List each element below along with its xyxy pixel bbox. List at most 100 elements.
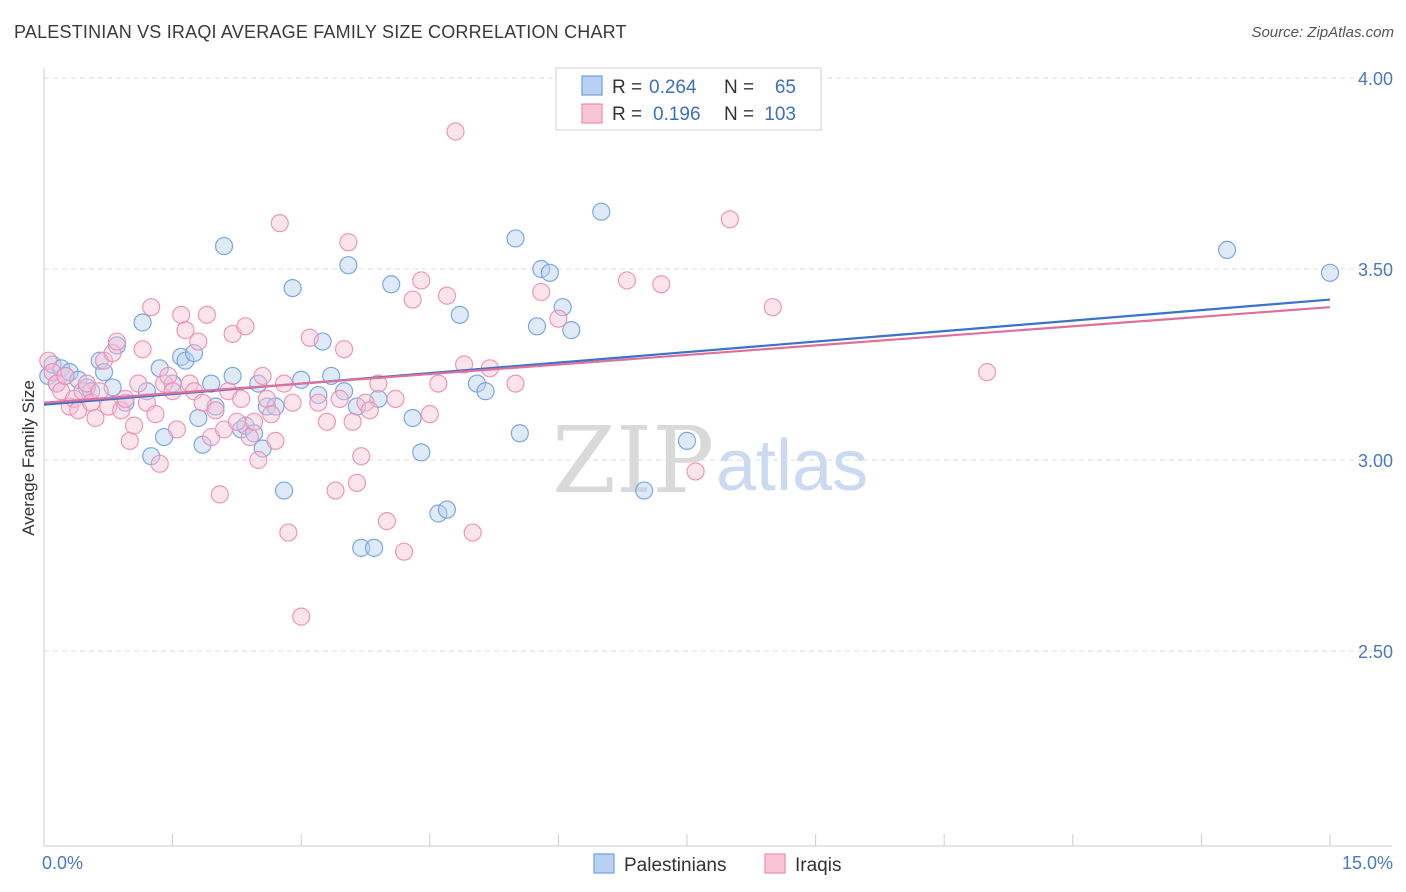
point-0-28 xyxy=(223,366,242,386)
point-1-56 xyxy=(279,523,298,542)
point-0-63 xyxy=(592,202,611,221)
point-1-50 xyxy=(253,366,272,386)
stats-swatch-palestinians xyxy=(581,75,603,96)
x-tick-labels: 0.0% 15.0% xyxy=(42,853,1393,873)
point-1-19 xyxy=(120,431,139,450)
point-1-26 xyxy=(150,454,169,473)
x-tick-label-1: 15.0% xyxy=(1342,853,1393,873)
stats-r-label-2: R = xyxy=(612,104,642,125)
point-0-57 xyxy=(510,424,529,443)
point-1-89 xyxy=(686,462,705,481)
legend-swatch-iraqis xyxy=(764,853,786,874)
point-0-55 xyxy=(476,382,495,401)
point-1-67 xyxy=(347,473,367,493)
point-1-76 xyxy=(412,271,431,290)
y-tick-label-2: 3.50 xyxy=(1358,260,1393,280)
point-1-92 xyxy=(977,363,997,382)
point-1-51 xyxy=(257,389,277,408)
data-points xyxy=(39,122,1340,626)
point-1-49 xyxy=(249,450,268,470)
point-1-4 xyxy=(56,366,75,386)
legend-swatch-palestinians xyxy=(593,853,615,874)
point-1-74 xyxy=(394,542,414,561)
point-0-23 xyxy=(189,408,208,428)
point-0-39 xyxy=(309,385,328,405)
point-1-39 xyxy=(206,401,225,420)
point-1-22 xyxy=(133,340,152,359)
stats-n-value-1: 65 xyxy=(775,77,796,98)
point-1-81 xyxy=(454,355,474,374)
point-1-60 xyxy=(309,393,328,412)
point-1-48 xyxy=(244,412,264,431)
point-1-59 xyxy=(300,328,319,347)
point-0-45 xyxy=(352,538,371,557)
point-1-85 xyxy=(532,282,551,302)
point-1-82 xyxy=(463,523,482,542)
point-0-61 xyxy=(553,298,572,317)
point-1-32 xyxy=(176,321,195,340)
point-0-49 xyxy=(403,408,422,428)
point-1-21 xyxy=(129,374,148,393)
point-0-64 xyxy=(635,481,654,500)
point-1-62 xyxy=(326,481,345,500)
point-1-61 xyxy=(317,412,337,431)
point-1-17 xyxy=(112,401,131,420)
y-tick-label-0: 2.50 xyxy=(1358,642,1393,662)
y-tick-labels: 2.50 3.00 3.50 4.00 xyxy=(1358,69,1393,662)
point-0-25 xyxy=(202,374,221,393)
point-1-40 xyxy=(210,485,229,504)
point-1-86 xyxy=(549,309,568,328)
point-0-14 xyxy=(133,313,152,332)
point-1-79 xyxy=(437,286,457,305)
point-0-46 xyxy=(364,538,384,557)
point-1-71 xyxy=(369,374,388,393)
stats-n-label-1: N = xyxy=(724,77,754,98)
gridlines xyxy=(44,77,1392,652)
point-1-57 xyxy=(283,393,302,412)
trend-lines xyxy=(43,298,1331,406)
x-tick-label-0: 0.0% xyxy=(42,853,83,873)
point-1-16 xyxy=(107,332,126,351)
point-0-51 xyxy=(429,504,448,523)
point-1-77 xyxy=(420,405,439,424)
point-1-66 xyxy=(343,412,362,431)
point-0-59 xyxy=(532,259,551,279)
chart-source: Source: ZipAtlas.com xyxy=(1251,24,1394,41)
point-1-75 xyxy=(403,290,422,309)
point-1-73 xyxy=(386,389,405,408)
point-0-38 xyxy=(292,370,311,389)
point-1-30 xyxy=(167,420,186,439)
stats-swatch-iraqis xyxy=(581,103,603,124)
point-1-87 xyxy=(617,271,637,290)
point-1-29 xyxy=(163,382,182,401)
y-axis-label: Average Family Size xyxy=(19,380,38,536)
point-1-65 xyxy=(339,233,358,252)
point-1-80 xyxy=(446,122,465,141)
chart-title: PALESTINIAN VS IRAQI AVERAGE FAMILY SIZE… xyxy=(14,22,627,42)
point-1-31 xyxy=(172,305,191,324)
point-1-54 xyxy=(270,214,289,233)
y-tick-label-1: 3.00 xyxy=(1358,451,1393,471)
point-0-37 xyxy=(283,279,302,298)
point-1-44 xyxy=(227,412,246,431)
point-0-66 xyxy=(1218,240,1237,259)
point-1-68 xyxy=(352,447,371,466)
point-0-56 xyxy=(506,229,525,248)
point-1-28 xyxy=(159,366,178,386)
stats-r-value-2: 0.196 xyxy=(653,104,701,125)
point-1-63 xyxy=(330,389,349,408)
point-1-78 xyxy=(429,374,448,393)
point-0-27 xyxy=(214,236,234,256)
point-1-37 xyxy=(197,305,216,324)
legend-label-iraqis: Iraqis xyxy=(795,855,841,876)
point-1-72 xyxy=(377,512,397,531)
point-0-50 xyxy=(412,443,431,462)
point-1-53 xyxy=(266,431,285,450)
y-tick-label-3: 4.00 xyxy=(1358,69,1393,89)
stats-n-value-2: 103 xyxy=(764,104,796,125)
point-1-20 xyxy=(124,416,144,435)
stats-r-label-1: R = xyxy=(612,77,642,98)
point-0-67 xyxy=(1320,263,1340,282)
point-0-36 xyxy=(274,481,294,500)
